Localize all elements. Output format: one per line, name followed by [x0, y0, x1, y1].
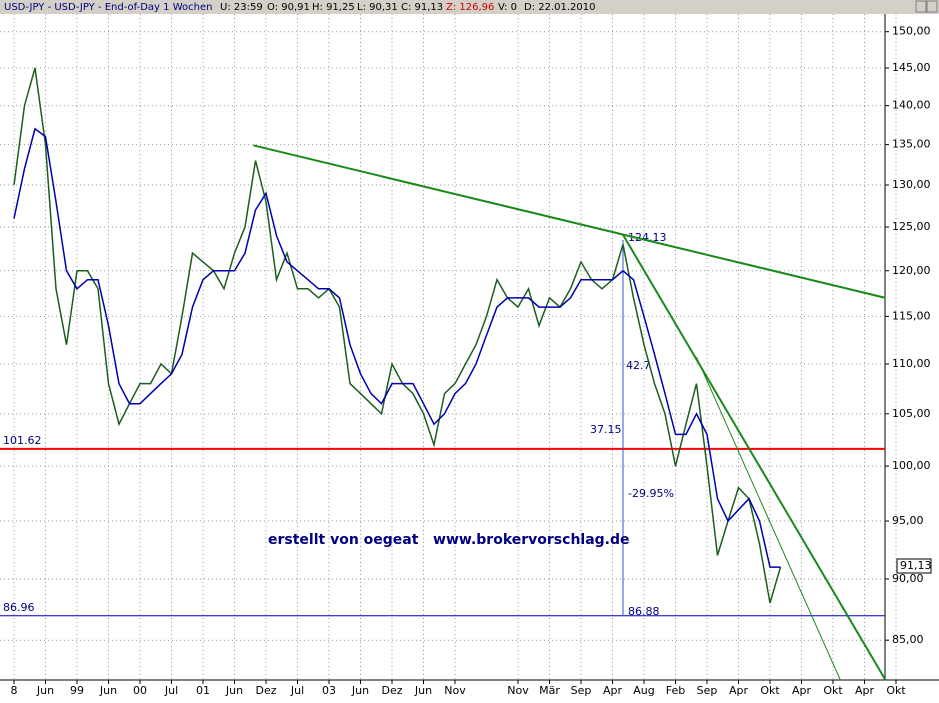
header-field: L: 90,31 [357, 2, 398, 13]
header-symbol: USD-JPY - USD-JPY - End-of-Day 1 Wochen [4, 2, 212, 13]
x-tick-label: Aug [633, 684, 654, 697]
x-tick-label: Jul [290, 684, 304, 697]
y-tick-label: 105,00 [892, 407, 931, 420]
x-tick-label: Apr [855, 684, 875, 697]
header-field: O: 90,91 [267, 2, 310, 13]
y-tick-label: 145,00 [892, 61, 931, 74]
last-price-box [896, 558, 932, 574]
y-tick-label: 150,00 [892, 25, 931, 38]
x-tick-label: Mär [539, 684, 560, 697]
trend-line [253, 144, 886, 299]
x-tick-label: Jun [36, 684, 54, 697]
x-tick-label: Sep [697, 684, 718, 697]
y-tick-label: 140,00 [892, 99, 931, 112]
x-tick-label: Okt [823, 684, 843, 697]
x-tick-label: 99 [70, 684, 84, 697]
x-tick-label: Jun [351, 684, 369, 697]
x-tick-label: Okt [886, 684, 906, 697]
y-tick-label: 125,00 [892, 220, 931, 233]
x-tick-label: Nov [507, 684, 529, 697]
y-tick-label: 130,00 [892, 178, 931, 191]
header-field: V: 0 [498, 2, 517, 13]
x-tick-label: Apr [729, 684, 749, 697]
trend-line [622, 234, 887, 681]
x-tick-label: 8 [11, 684, 18, 697]
y-tick-label: 110,00 [892, 357, 931, 370]
annotation: 86.88 [628, 605, 660, 618]
header-field: C: 91,13 [401, 2, 443, 13]
x-tick-label: Nov [444, 684, 466, 697]
last-price: 91,13 [900, 559, 932, 572]
y-tick-label: 115,00 [892, 309, 931, 322]
header-field: H: 91,25 [312, 2, 355, 13]
annotation: 124.13 [628, 231, 667, 244]
header-field: U: 23:59 [220, 2, 263, 13]
y-tick-label: 100,00 [892, 459, 931, 472]
x-tick-label: Apr [792, 684, 812, 697]
trend-line [696, 356, 841, 681]
x-tick-label: Okt [760, 684, 780, 697]
series-line [13, 67, 782, 604]
y-tick-label: 120,00 [892, 264, 931, 277]
header-field: D: 22.01.2010 [524, 2, 596, 13]
annotation: 37.15 [590, 423, 622, 436]
y-tick-label: 85,00 [892, 633, 924, 646]
x-tick-label: Sep [571, 684, 592, 697]
scroll-button[interactable] [926, 0, 938, 13]
header-field: Z: 126,96 [446, 2, 494, 13]
x-tick-label: Dez [255, 684, 276, 697]
x-tick-label: Dez [381, 684, 402, 697]
y-tick-label: 135,00 [892, 138, 931, 151]
level-label: 101.62 [3, 434, 42, 447]
level-label: 86.96 [3, 601, 35, 614]
x-tick-label: Feb [666, 684, 685, 697]
x-tick-label: Jun [414, 684, 432, 697]
x-tick-label: 01 [196, 684, 210, 697]
annotation: -29.95% [628, 487, 674, 500]
x-tick-label: 03 [322, 684, 336, 697]
header-bar [0, 0, 939, 14]
y-tick-label: 90,00 [892, 572, 924, 585]
scroll-button[interactable] [915, 0, 927, 13]
x-tick-label: Jun [99, 684, 117, 697]
series-line [13, 127, 781, 568]
annotation: 42.7 [626, 359, 651, 372]
x-tick-label: Apr [603, 684, 623, 697]
y-tick-label: 95,00 [892, 514, 924, 527]
x-tick-label: Jul [164, 684, 178, 697]
x-tick-label: 00 [133, 684, 147, 697]
x-tick-label: Jun [225, 684, 243, 697]
watermark: erstellt von oegeat www.brokervorschlag.… [268, 532, 630, 548]
